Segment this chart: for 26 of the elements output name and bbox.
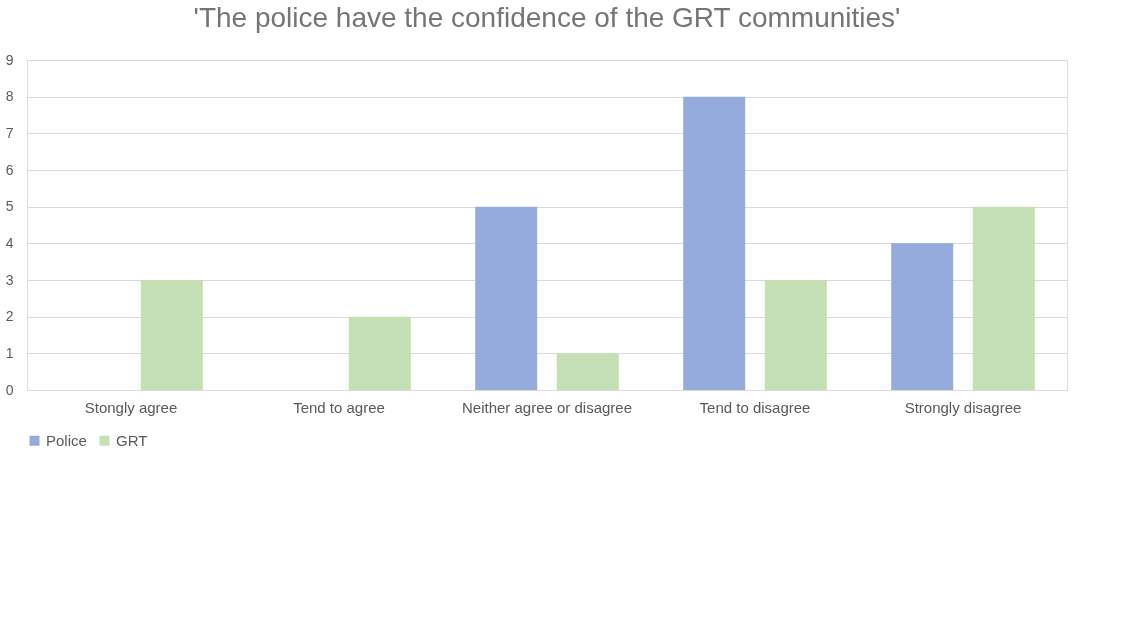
x-tick-label: Neither agree or disagree: [461, 398, 633, 416]
y-tick-label: 6: [5, 161, 14, 178]
chart-title: 'The police have the confidence of the GRT communities': [193, 2, 901, 33]
y-tick-label: 7: [5, 124, 14, 141]
bar: [972, 206, 1035, 390]
y-tick-label: 4: [5, 234, 14, 251]
x-tick-label: Tend to disagree: [699, 398, 811, 416]
x-tick-label: Stongly agree: [84, 398, 178, 416]
y-tick-label: 2: [5, 308, 14, 325]
legend-label: Police: [46, 431, 87, 449]
y-tick-label: 5: [5, 198, 14, 215]
bar: [683, 96, 746, 390]
bar: [475, 206, 538, 390]
bar: [348, 316, 411, 390]
y-tick-label: 8: [5, 88, 14, 105]
bar: [891, 243, 954, 390]
bar: [764, 280, 827, 390]
legend-label: GRT: [116, 431, 148, 449]
y-tick-label: 0: [5, 381, 14, 398]
y-tick-label: 3: [5, 271, 14, 288]
x-tick-label: Strongly disagree: [904, 398, 1022, 416]
y-tick-label: 1: [5, 344, 14, 361]
bar: [556, 353, 619, 390]
x-tick-label: Tend to agree: [293, 398, 385, 416]
y-tick-label: 9: [5, 51, 14, 68]
bar: [140, 280, 203, 390]
